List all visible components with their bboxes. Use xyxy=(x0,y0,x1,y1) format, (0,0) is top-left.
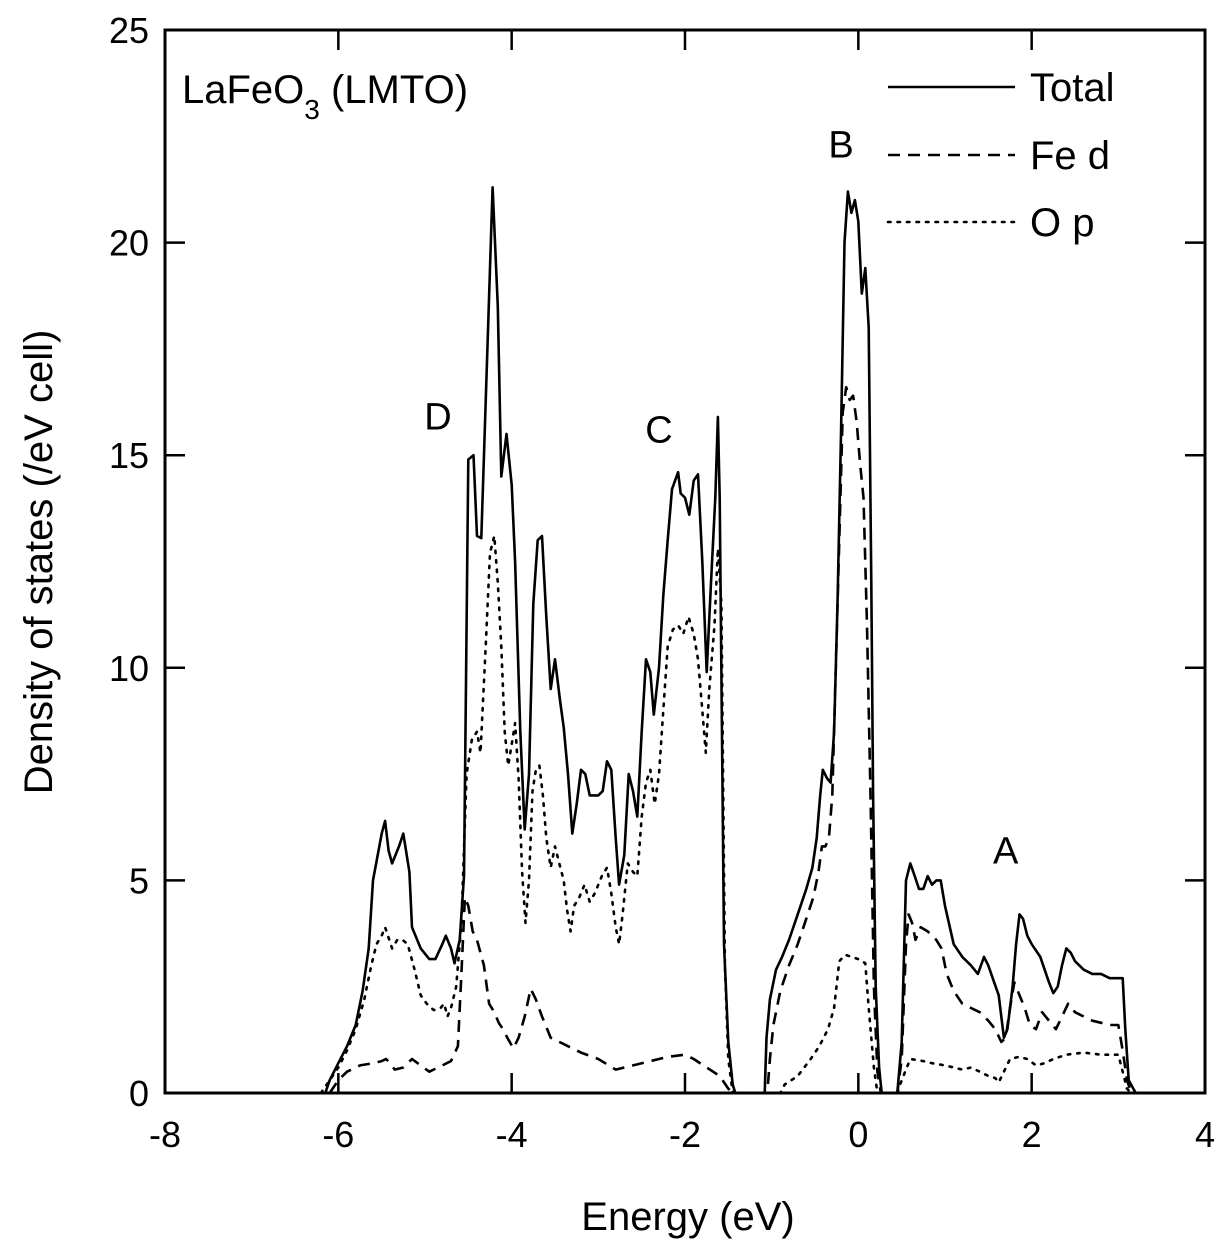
series-o-p-line xyxy=(319,534,1133,1095)
x-tick-label: 0 xyxy=(848,1114,868,1155)
x-tick-label: -4 xyxy=(496,1114,528,1155)
x-tick-label: -2 xyxy=(669,1114,701,1155)
legend-label-total: Total xyxy=(1030,66,1115,110)
y-tick-label: 15 xyxy=(109,435,149,476)
y-tick-labels: 0 5 10 15 20 25 xyxy=(109,10,149,1114)
legend-label-o-p: O p xyxy=(1030,201,1094,245)
x-tick-label: -6 xyxy=(322,1114,354,1155)
y-tick-label: 5 xyxy=(129,860,149,901)
x-tick-labels: -8 -6 -4 -2 0 2 4 xyxy=(149,1114,1215,1155)
chart-title-subscript: 3 xyxy=(304,94,320,125)
legend-label-fe-d: Fe d xyxy=(1030,134,1110,178)
peak-label-b: B xyxy=(828,125,853,167)
y-axis-title: Density of states (/eV cell) xyxy=(17,330,61,795)
plot-frame xyxy=(163,28,1207,1095)
x-tick-label: 4 xyxy=(1195,1114,1215,1155)
y-tick-label: 20 xyxy=(109,223,149,264)
x-axis-title: Energy (eV) xyxy=(581,1195,794,1239)
annotations: D C B A xyxy=(424,125,1019,873)
series-fe-d-line xyxy=(328,385,1133,1095)
y-tick-label: 25 xyxy=(109,10,149,51)
y-tick-label: 0 xyxy=(129,1073,149,1114)
peak-label-d: D xyxy=(424,397,451,439)
y-tick-label: 10 xyxy=(109,648,149,689)
x-tick-label: 2 xyxy=(1022,1114,1042,1155)
peak-label-c: C xyxy=(645,409,672,451)
chart-title: LaFeO3 (LMTO) xyxy=(182,68,468,125)
peak-label-a: A xyxy=(993,830,1019,872)
chart-title-suffix: (LMTO) xyxy=(320,68,468,112)
legend: Total Fe d O p xyxy=(886,66,1115,245)
x-tick-label: -8 xyxy=(149,1114,181,1155)
series-layer xyxy=(319,186,1137,1095)
tick-marks xyxy=(165,30,1205,1093)
chart-title-main: LaFeO xyxy=(182,68,304,112)
series-total-line xyxy=(324,186,1137,1095)
